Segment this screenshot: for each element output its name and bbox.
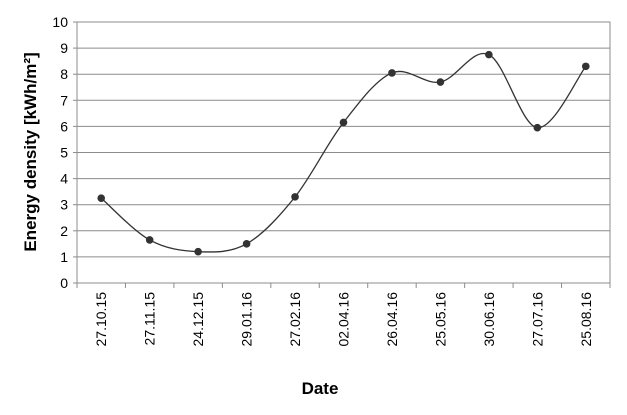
y-tick-label: 2 (60, 223, 68, 239)
x-tick-label: 25.05.16 (432, 292, 448, 347)
data-point (291, 193, 299, 201)
y-tick-label: 9 (60, 40, 68, 56)
y-tick-label: 8 (60, 66, 68, 82)
data-point (97, 194, 106, 202)
x-axis-title: Date (302, 379, 339, 398)
x-tick-label: 26.04.16 (384, 292, 400, 347)
y-tick-label: 4 (60, 171, 68, 187)
data-point (581, 62, 590, 71)
x-tick-label: 30.06.16 (481, 292, 497, 347)
data-point (339, 118, 348, 127)
x-tick-label: 27.10.15 (93, 292, 109, 347)
x-tick-label: 27.07.16 (529, 292, 545, 347)
x-tick-label: 25.08.16 (578, 292, 594, 347)
y-tick-label: 1 (60, 249, 68, 265)
data-point (145, 236, 154, 244)
data-point (242, 240, 251, 248)
data-point (485, 50, 493, 59)
data-point (388, 69, 396, 77)
y-tick-label: 3 (60, 197, 68, 213)
y-tick-label: 5 (60, 145, 68, 161)
x-tick-label: 27.11.15 (142, 292, 158, 346)
plot-border (76, 21, 611, 284)
y-axis-title: Energy density [kWh/m²] (21, 52, 40, 251)
data-point (436, 78, 445, 86)
x-tick-label: 24.12.15 (190, 292, 206, 347)
x-tick-label: 02.04.16 (336, 292, 352, 347)
x-tick-label: 27.02.16 (287, 292, 303, 347)
x-tick-label: 29.01.16 (239, 292, 255, 347)
data-point (533, 123, 542, 132)
y-tick-label: 6 (60, 118, 68, 134)
y-tick-label: 0 (60, 275, 68, 291)
y-tick-label: 10 (52, 14, 68, 30)
y-tick-label: 7 (60, 92, 68, 108)
data-point (194, 247, 202, 256)
